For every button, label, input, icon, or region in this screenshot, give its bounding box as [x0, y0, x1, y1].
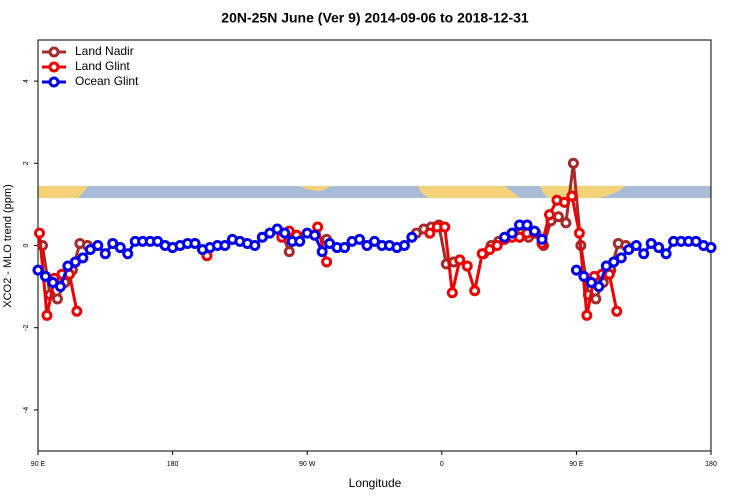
data-point: [454, 254, 466, 266]
data-point: [567, 157, 579, 169]
data-point: [41, 309, 53, 321]
data-point: [92, 240, 104, 251]
land-band: [300, 186, 330, 191]
y-axis-label: XCO2 - MLO trend (ppm): [2, 184, 14, 307]
data-point: [32, 264, 44, 276]
data-point: [219, 240, 231, 251]
data-point: [705, 242, 717, 254]
data-point: [660, 248, 672, 260]
data-point: [99, 248, 111, 260]
data-point: [39, 270, 51, 282]
data-point: [189, 237, 201, 249]
data-point: [615, 252, 627, 264]
data-point: [552, 211, 564, 223]
data-point: [638, 248, 650, 260]
y-tick-label: 2: [23, 161, 30, 165]
x-tick-label: 90 E: [31, 461, 46, 468]
x-tick-label: 180: [705, 461, 717, 468]
data-point: [560, 217, 572, 229]
data-point: [406, 231, 418, 243]
data-point: [593, 281, 605, 293]
data-point: [521, 219, 533, 231]
land-band: [418, 186, 520, 198]
map-strip: [38, 186, 711, 198]
legend-label: Land Glint: [75, 59, 130, 73]
data-point: [558, 196, 570, 208]
data-point: [77, 252, 89, 264]
data-point: [54, 281, 66, 293]
data-point: [283, 246, 295, 258]
data-point: [461, 260, 473, 272]
data-point: [653, 242, 665, 254]
data-point: [581, 309, 593, 321]
x-tick-label: 180: [167, 461, 179, 468]
data-point: [354, 233, 366, 245]
data-point: [309, 229, 321, 241]
data-point: [566, 190, 578, 202]
land-band: [540, 186, 625, 198]
data-point: [630, 240, 642, 251]
data-point: [570, 264, 582, 276]
data-point: [491, 240, 503, 251]
data-point: [294, 235, 306, 247]
data-point: [51, 293, 63, 305]
legend-marker: [48, 46, 60, 58]
y-tick-label: 0: [23, 243, 30, 247]
y-tick-label: 4: [23, 79, 30, 83]
data-point: [469, 285, 481, 297]
data-point: [573, 227, 585, 239]
data-point: [446, 287, 458, 299]
data-point: [249, 240, 261, 251]
data-point: [122, 248, 134, 260]
data-point: [439, 221, 451, 233]
data-point: [316, 246, 328, 258]
data-point: [611, 305, 623, 317]
y-tick-label: -2: [23, 324, 30, 330]
data-point: [114, 242, 126, 254]
data-point: [398, 240, 410, 251]
x-axis-label: Longitude: [349, 476, 402, 490]
legend-marker: [48, 61, 60, 73]
x-tick-label: 90 W: [299, 461, 316, 468]
legend-marker: [48, 76, 60, 88]
data-point: [529, 225, 541, 237]
legend-label: Land Nadir: [75, 44, 134, 58]
data-point: [71, 305, 83, 317]
data-point: [536, 233, 548, 245]
data-point: [339, 242, 351, 254]
data-point: [33, 227, 45, 239]
data-point: [321, 256, 333, 268]
data-point: [578, 270, 590, 282]
series: [32, 219, 717, 293]
data-point: [590, 293, 602, 305]
x-tick-label: 90 E: [569, 461, 584, 468]
data-point: [279, 227, 291, 239]
legend-label: Ocean Glint: [75, 74, 139, 88]
data-point: [506, 227, 518, 239]
chart-title: 20N-25N June (Ver 9) 2014-09-06 to 2018-…: [221, 10, 529, 26]
land-band: [38, 186, 88, 198]
x-tick-label: 0: [440, 461, 444, 468]
data-point: [424, 227, 436, 239]
y-tick-label: -4: [23, 407, 30, 413]
data-point: [543, 209, 555, 221]
